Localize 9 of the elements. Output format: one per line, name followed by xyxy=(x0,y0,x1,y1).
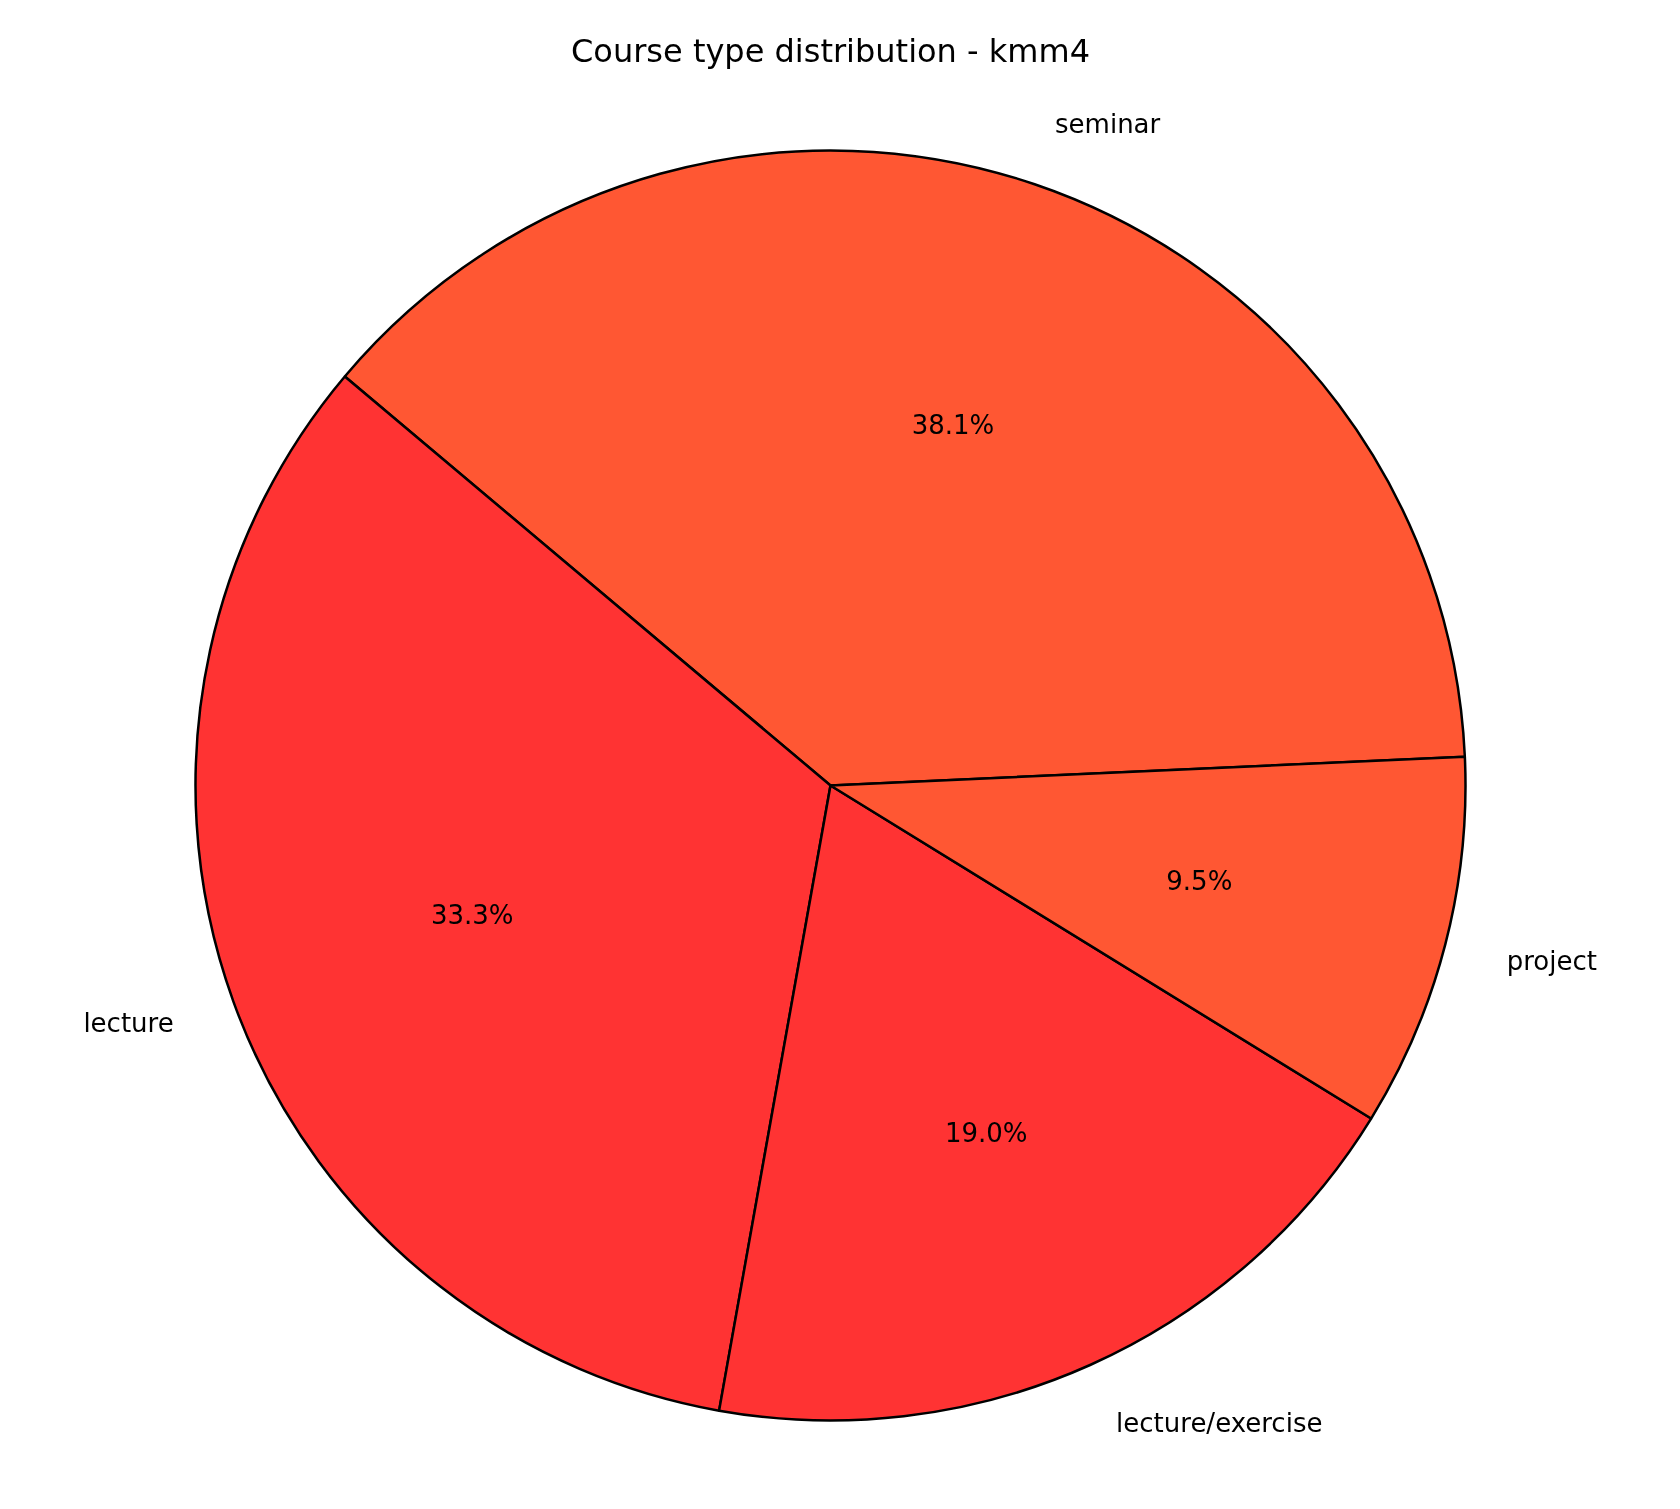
data-label: 33.3% xyxy=(430,900,514,931)
data-label: 19.0% xyxy=(944,1118,1028,1149)
slice-label: project xyxy=(1506,945,1597,976)
data-label: 9.5% xyxy=(1166,866,1233,897)
data-label: 38.1% xyxy=(911,409,995,440)
slice-label: lecture/exercise xyxy=(1116,1407,1323,1438)
slice-label: seminar xyxy=(1055,109,1161,140)
slice-label: lecture xyxy=(83,1008,174,1039)
chart-title: Course type distribution - kmm4 xyxy=(570,31,1091,70)
